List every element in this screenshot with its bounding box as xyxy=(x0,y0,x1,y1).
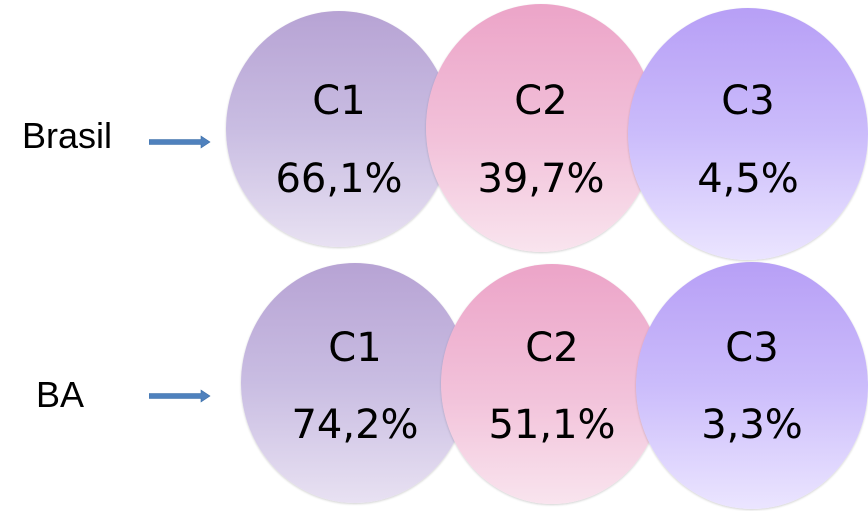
circle-value: 51,1% xyxy=(488,402,616,448)
circle-code: C2 xyxy=(525,325,579,371)
circle-c2: C2 39,7% xyxy=(426,4,656,252)
circle-code: C3 xyxy=(721,78,775,124)
circle-c2: C2 51,1% xyxy=(441,264,663,504)
right-arrow-icon xyxy=(149,135,211,149)
circle-value: 4,5% xyxy=(697,156,799,202)
circle-code: C2 xyxy=(514,78,568,124)
circle-value: 39,7% xyxy=(477,156,605,202)
circle-code: C1 xyxy=(312,78,366,124)
circle-value: 66,1% xyxy=(275,156,403,202)
circle-value: 3,3% xyxy=(701,402,803,448)
circle-c1: C1 74,2% xyxy=(241,263,469,503)
row-label-ba: BA xyxy=(36,374,85,415)
circle-value: 74,2% xyxy=(291,402,419,448)
circle-code: C1 xyxy=(328,325,382,371)
circle-c1: C1 66,1% xyxy=(226,11,452,247)
right-arrow-icon xyxy=(149,389,211,403)
circle-code: C3 xyxy=(725,325,779,371)
circle-c3: C3 4,5% xyxy=(628,8,868,260)
circle-c3: C3 3,3% xyxy=(636,262,868,509)
row-label-brasil: Brasil xyxy=(22,115,113,156)
